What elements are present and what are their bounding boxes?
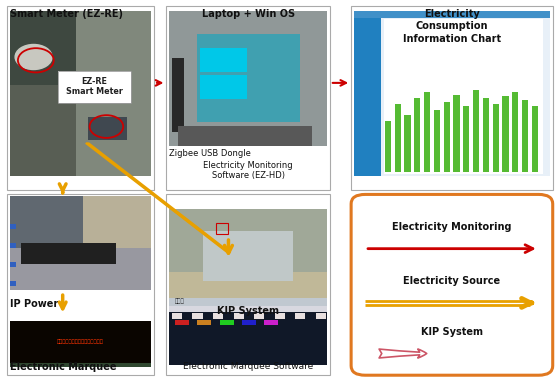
FancyBboxPatch shape — [234, 313, 244, 319]
FancyBboxPatch shape — [454, 95, 460, 172]
FancyBboxPatch shape — [200, 48, 248, 72]
FancyBboxPatch shape — [88, 117, 127, 140]
FancyBboxPatch shape — [172, 313, 182, 319]
FancyBboxPatch shape — [21, 243, 116, 264]
FancyBboxPatch shape — [169, 272, 327, 299]
FancyBboxPatch shape — [172, 58, 184, 133]
FancyBboxPatch shape — [197, 34, 300, 122]
Text: Electronic Marquee: Electronic Marquee — [10, 362, 116, 372]
FancyBboxPatch shape — [10, 196, 83, 248]
FancyBboxPatch shape — [385, 121, 391, 172]
Text: Laptop + Win OS: Laptop + Win OS — [202, 9, 295, 19]
FancyBboxPatch shape — [463, 106, 469, 172]
FancyBboxPatch shape — [424, 92, 430, 172]
FancyBboxPatch shape — [193, 313, 203, 319]
FancyBboxPatch shape — [10, 196, 151, 290]
FancyBboxPatch shape — [200, 75, 248, 99]
Text: Electricity Source: Electricity Source — [403, 276, 501, 286]
FancyBboxPatch shape — [242, 320, 256, 325]
FancyBboxPatch shape — [351, 6, 553, 190]
FancyBboxPatch shape — [10, 281, 16, 286]
FancyBboxPatch shape — [169, 209, 327, 299]
FancyBboxPatch shape — [203, 232, 293, 281]
FancyBboxPatch shape — [254, 313, 264, 319]
FancyBboxPatch shape — [404, 115, 410, 172]
FancyBboxPatch shape — [354, 11, 550, 176]
FancyBboxPatch shape — [58, 71, 131, 103]
FancyBboxPatch shape — [414, 98, 421, 172]
FancyBboxPatch shape — [10, 224, 16, 229]
FancyBboxPatch shape — [197, 320, 211, 325]
Text: Electronic Marquee Software: Electronic Marquee Software — [183, 362, 313, 371]
FancyBboxPatch shape — [213, 313, 223, 319]
Circle shape — [15, 44, 52, 69]
FancyBboxPatch shape — [7, 6, 154, 190]
FancyBboxPatch shape — [444, 102, 450, 172]
FancyBboxPatch shape — [473, 90, 479, 172]
FancyBboxPatch shape — [10, 321, 151, 363]
FancyBboxPatch shape — [434, 110, 440, 172]
FancyBboxPatch shape — [275, 313, 285, 319]
FancyBboxPatch shape — [483, 98, 489, 172]
FancyBboxPatch shape — [316, 313, 326, 319]
Text: 日文館: 日文館 — [175, 299, 184, 304]
FancyBboxPatch shape — [354, 11, 550, 18]
FancyBboxPatch shape — [169, 298, 327, 306]
FancyBboxPatch shape — [175, 320, 189, 325]
FancyBboxPatch shape — [10, 262, 16, 267]
Text: EZ-RE
Smart Meter: EZ-RE Smart Meter — [66, 77, 123, 96]
Text: KIP System: KIP System — [217, 306, 279, 316]
FancyBboxPatch shape — [532, 106, 538, 172]
Text: KIP System: KIP System — [421, 327, 483, 337]
FancyBboxPatch shape — [264, 320, 278, 325]
FancyBboxPatch shape — [169, 306, 327, 312]
FancyBboxPatch shape — [10, 243, 16, 248]
Text: Electricity Monitoring
Software (EZ-HD): Electricity Monitoring Software (EZ-HD) — [203, 161, 293, 180]
FancyBboxPatch shape — [512, 92, 519, 172]
Text: IP Power: IP Power — [10, 299, 58, 309]
FancyBboxPatch shape — [169, 298, 327, 365]
FancyBboxPatch shape — [166, 194, 330, 375]
FancyBboxPatch shape — [502, 96, 508, 172]
Text: Electricity
Consumption
Information Chart: Electricity Consumption Information Char… — [403, 9, 501, 44]
FancyBboxPatch shape — [10, 85, 76, 176]
FancyBboxPatch shape — [83, 196, 151, 248]
FancyBboxPatch shape — [58, 71, 131, 103]
FancyBboxPatch shape — [10, 248, 151, 290]
FancyBboxPatch shape — [295, 313, 305, 319]
FancyBboxPatch shape — [10, 11, 76, 85]
FancyBboxPatch shape — [522, 100, 528, 172]
FancyBboxPatch shape — [166, 6, 330, 190]
FancyBboxPatch shape — [10, 363, 151, 367]
FancyBboxPatch shape — [220, 320, 234, 325]
FancyBboxPatch shape — [351, 194, 553, 375]
FancyBboxPatch shape — [178, 126, 312, 146]
FancyBboxPatch shape — [394, 104, 401, 172]
Text: Zigbee USB Dongle: Zigbee USB Dongle — [169, 149, 251, 158]
FancyBboxPatch shape — [76, 11, 151, 176]
FancyBboxPatch shape — [493, 104, 499, 172]
Text: 以上室內公共場所應關燈，快樂動: 以上室內公共場所應關燈，快樂動 — [57, 340, 104, 345]
FancyBboxPatch shape — [354, 11, 381, 176]
FancyBboxPatch shape — [7, 194, 154, 375]
FancyBboxPatch shape — [169, 11, 327, 146]
FancyBboxPatch shape — [384, 19, 543, 174]
Text: Smart Meter (EZ-RE): Smart Meter (EZ-RE) — [10, 9, 123, 19]
Text: Electricity Monitoring: Electricity Monitoring — [392, 222, 512, 232]
FancyBboxPatch shape — [10, 11, 151, 176]
